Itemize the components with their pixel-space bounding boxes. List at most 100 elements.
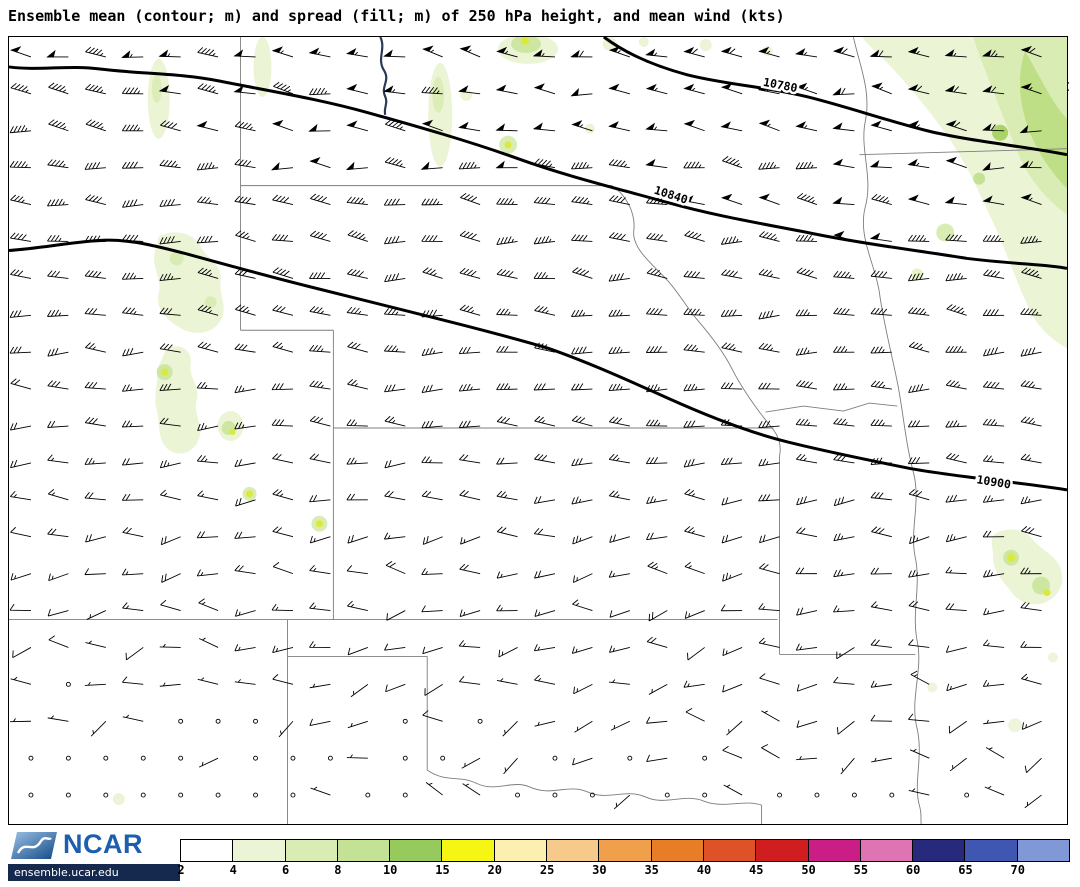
state-border: [765, 402, 898, 413]
wind-barb: [48, 119, 69, 132]
wind-barb: [309, 230, 331, 242]
calm-wind-station: [402, 755, 408, 761]
wind-barb: [309, 494, 331, 503]
wind-barb: [720, 419, 743, 427]
wind-barb: [272, 562, 294, 575]
wind-barb: [424, 683, 443, 696]
wind-barb-pennant: [833, 230, 845, 238]
wind-barb: [533, 272, 555, 279]
wind-barb: [684, 610, 705, 619]
wind-barb: [496, 308, 518, 316]
wind-barb-pennant: [720, 46, 732, 54]
wind-barb-pennant: [533, 83, 545, 90]
wind-barb: [309, 683, 331, 689]
wind-barb: [10, 459, 32, 469]
wind-barb: [121, 272, 144, 280]
wind-barb: [533, 644, 556, 652]
wind-barb: [608, 195, 630, 206]
wind-barb: [159, 459, 181, 469]
wind-barb: [12, 647, 32, 659]
wind-barb: [945, 272, 967, 282]
wind-barb: [197, 490, 219, 501]
wind-barb: [836, 647, 855, 660]
wind-barb-pennant: [645, 122, 656, 130]
calm-wind-station: [889, 792, 895, 798]
calm-wind-station: [851, 792, 857, 798]
wind-barb: [502, 720, 518, 737]
wind-barb: [909, 535, 930, 545]
wind-barb-pennant: [869, 232, 881, 240]
wind-barb: [384, 157, 406, 169]
wind-barb: [159, 307, 181, 316]
wind-barb: [574, 720, 593, 733]
wind-barb: [723, 784, 743, 796]
wind-barb: [945, 645, 967, 653]
colorbar-tick-label: 65: [958, 863, 973, 877]
wind-barb-pennant: [682, 195, 694, 203]
wind-barb: [683, 420, 705, 428]
colorbar-segment: 50: [801, 840, 861, 877]
wind-barb: [346, 493, 368, 501]
wind-barb: [610, 720, 631, 731]
wind-barb-pennant: [308, 47, 320, 55]
wind-barb: [833, 417, 855, 427]
wind-barb: [383, 235, 406, 245]
wind-barb: [347, 647, 368, 656]
wind-barb: [683, 270, 705, 279]
wind-barb: [350, 683, 369, 698]
wind-barb: [122, 714, 144, 722]
wind-barb: [197, 196, 219, 206]
wind-barb: [982, 418, 1005, 427]
state-border: [773, 429, 781, 655]
wind-barb: [496, 457, 518, 465]
forecast-map: 10780 10840 10900: [8, 36, 1068, 825]
wind-barb: [458, 161, 481, 170]
wind-barb: [159, 273, 181, 282]
wind-barb: [608, 232, 630, 242]
wind-barb: [870, 307, 892, 316]
wind-barb: [347, 341, 368, 353]
wind-barb: [85, 119, 106, 132]
wind-barb: [498, 647, 518, 658]
wind-barb: [160, 599, 181, 611]
wind-barb-pennant: [683, 83, 695, 91]
wind-barb: [908, 569, 930, 578]
wind-barb: [85, 342, 106, 353]
wind-barb: [647, 561, 668, 575]
wind-barb: [870, 714, 892, 722]
calm-wind-station: [103, 792, 109, 798]
wind-barb: [496, 490, 518, 501]
wind-barb: [47, 420, 69, 428]
wind-barb-pennant: [158, 49, 169, 57]
wind-barb: [196, 455, 219, 464]
wind-barb: [496, 571, 518, 579]
wind-barb-pennant: [982, 195, 993, 203]
wind-barb: [795, 380, 818, 390]
wind-barb: [9, 346, 31, 354]
wind-barb: [1024, 794, 1042, 809]
wind-barb-pennant: [870, 120, 882, 128]
wind-barb: [983, 569, 1005, 578]
wind-barb: [910, 670, 930, 685]
calm-wind-station: [178, 755, 184, 761]
calm-wind-station: [140, 755, 146, 761]
wind-barb: [572, 757, 593, 766]
wind-barb: [458, 383, 481, 392]
wind-barb: [121, 384, 144, 392]
wind-barb: [833, 270, 855, 279]
wind-barb-pennant: [1019, 160, 1029, 168]
wind-barb: [982, 234, 1005, 242]
colorbar-segment: 35: [644, 840, 704, 877]
wind-barb: [908, 788, 930, 796]
wind-barb: [982, 679, 1005, 687]
wind-barb: [796, 720, 818, 728]
wind-barb: [386, 610, 406, 621]
colorbar-segment: 45: [749, 840, 809, 877]
height-contour-layer: [9, 37, 1067, 492]
wind-barb-pennant: [907, 46, 919, 54]
ncar-logo: NCAR: [10, 829, 143, 860]
wind-barb: [908, 272, 930, 282]
colorbar-segment: 70: [1011, 840, 1070, 877]
wind-barb: [608, 570, 630, 578]
